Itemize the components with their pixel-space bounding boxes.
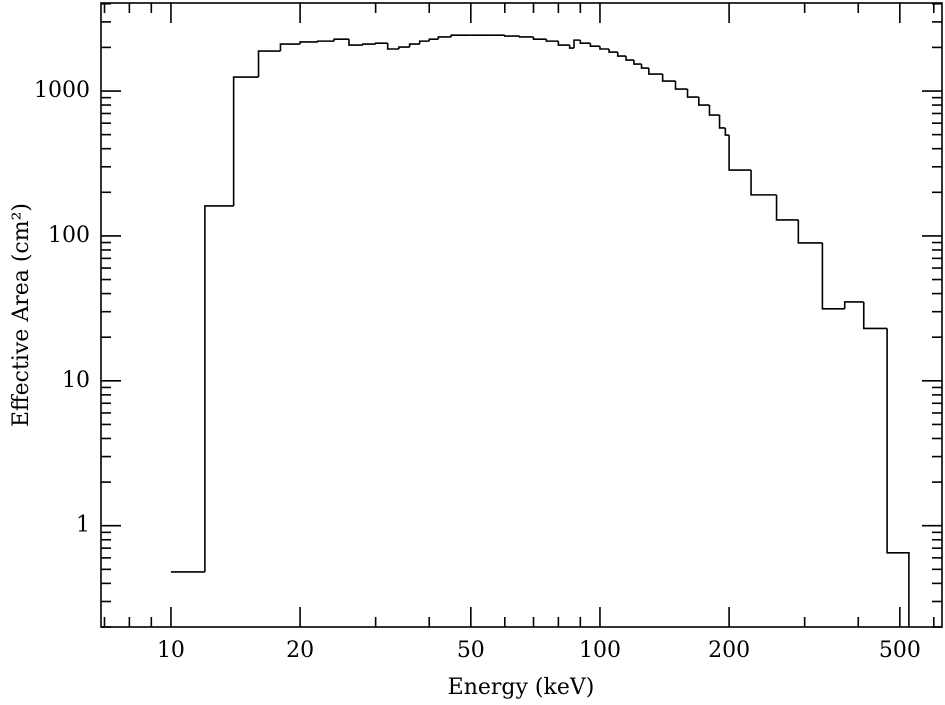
histogram-step bbox=[299, 41, 318, 45]
histogram-step bbox=[437, 36, 452, 40]
histogram-step bbox=[348, 39, 363, 46]
histogram-step bbox=[718, 115, 726, 129]
x-tick-label: 500 bbox=[879, 638, 921, 663]
x-tick-label: 10 bbox=[157, 638, 185, 663]
histogram-step bbox=[728, 135, 752, 171]
histogram-step bbox=[862, 301, 888, 330]
histogram-step bbox=[775, 194, 799, 221]
x-tick-label: 200 bbox=[708, 638, 750, 663]
histogram-step bbox=[599, 46, 610, 50]
histogram-step bbox=[532, 36, 547, 40]
x-tick-label: 20 bbox=[286, 638, 314, 663]
histogram-step bbox=[428, 38, 439, 42]
histogram-step bbox=[503, 35, 520, 37]
y-tick-label: 100 bbox=[48, 223, 90, 248]
histogram-step bbox=[640, 64, 649, 69]
histogram-step bbox=[708, 105, 720, 116]
histogram-step bbox=[568, 45, 575, 49]
x-tick-label: 100 bbox=[579, 638, 621, 663]
histogram-step bbox=[625, 56, 634, 61]
histogram-step bbox=[279, 43, 301, 52]
histogram-step bbox=[608, 48, 618, 53]
histogram-step bbox=[545, 39, 559, 42]
y-tick-label: 1 bbox=[76, 513, 90, 538]
histogram-step bbox=[333, 38, 349, 42]
histogram-step bbox=[724, 127, 730, 136]
histogram-step bbox=[257, 50, 281, 78]
histogram-step bbox=[317, 40, 335, 42]
histogram-step bbox=[686, 89, 699, 98]
y-tick-label: 10 bbox=[62, 368, 90, 393]
y-tick-label: 1000 bbox=[34, 78, 90, 103]
histogram-step bbox=[361, 43, 376, 46]
histogram-step bbox=[674, 81, 688, 90]
histogram-step bbox=[633, 60, 642, 65]
histogram-step bbox=[843, 301, 864, 309]
histogram-step bbox=[698, 97, 710, 106]
histogram-step bbox=[232, 76, 259, 206]
plot-frame bbox=[100, 2, 943, 628]
histogram-step bbox=[374, 42, 388, 45]
histogram-step bbox=[661, 74, 676, 82]
histogram-step bbox=[589, 43, 600, 47]
histogram-step bbox=[797, 219, 823, 244]
x-tick-label: 50 bbox=[457, 638, 485, 663]
y-axis-label: Effective Area (cm²) bbox=[9, 203, 34, 427]
histogram-step bbox=[450, 34, 471, 37]
histogram-step bbox=[648, 68, 663, 75]
histogram-step bbox=[579, 40, 591, 44]
histogram-step bbox=[518, 36, 534, 38]
histogram-step bbox=[821, 242, 845, 310]
histogram-step bbox=[408, 43, 420, 48]
histogram-step bbox=[204, 205, 234, 572]
histogram-step bbox=[557, 41, 570, 46]
histogram-step bbox=[886, 328, 910, 627]
histogram-step bbox=[616, 52, 627, 57]
histogram-step bbox=[386, 43, 399, 50]
x-axis-label: Energy (keV) bbox=[448, 675, 595, 700]
histogram-step bbox=[418, 40, 430, 45]
histogram-step bbox=[750, 170, 777, 196]
histogram-step bbox=[398, 46, 410, 49]
histogram-step bbox=[573, 39, 581, 49]
